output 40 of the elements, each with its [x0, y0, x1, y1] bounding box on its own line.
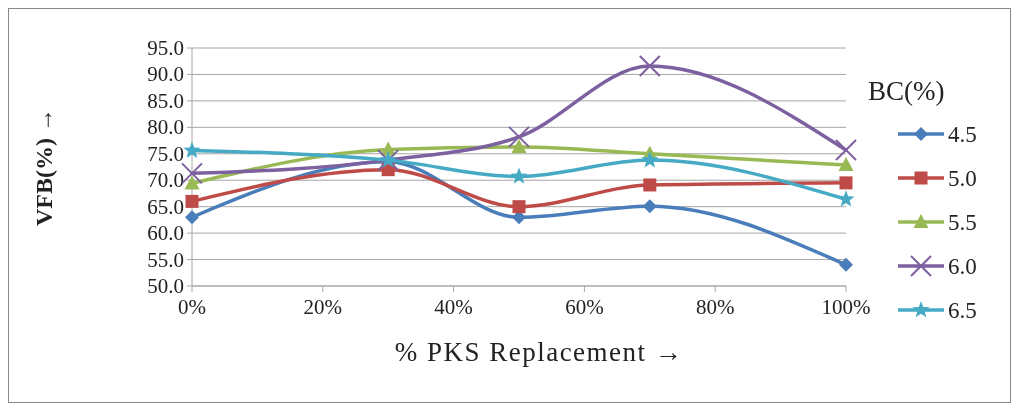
y-tick-label: 85.0 — [147, 88, 184, 113]
y-tick-label: 60.0 — [147, 221, 184, 246]
point — [638, 54, 661, 77]
x-tick-label: 40% — [434, 295, 473, 319]
legend-label: 6.5 — [948, 297, 977, 323]
legend-label: 4.5 — [948, 121, 977, 147]
legend-label: 5.5 — [948, 209, 977, 235]
y-tick-label: 50.0 — [147, 274, 184, 298]
x-tick-label: 80% — [695, 295, 735, 319]
y-tick-label: 95.0 — [147, 36, 184, 60]
legend-label: 5.0 — [948, 165, 977, 191]
point — [839, 176, 853, 190]
x-tick-label: 100% — [821, 295, 871, 319]
point — [642, 199, 657, 214]
y-tick-label: 55.0 — [147, 247, 184, 272]
point — [508, 125, 530, 148]
y-tick-label: 75.0 — [147, 141, 184, 166]
y-tick-label: 65.0 — [147, 194, 184, 219]
point — [185, 194, 199, 208]
y-tick-label: 80.0 — [147, 115, 184, 140]
x-tick-label: 60% — [565, 295, 604, 319]
y-axis-title: VFB(%) → — [31, 108, 57, 226]
legend-label: 6.0 — [948, 253, 977, 279]
point — [835, 139, 857, 162]
legend-title: BC(%) — [868, 76, 945, 106]
point — [839, 257, 853, 272]
y-tick-label: 70.0 — [147, 168, 184, 193]
point — [185, 210, 199, 225]
x-tick-label: 20% — [303, 295, 343, 319]
point — [510, 167, 528, 184]
point — [838, 156, 854, 171]
point — [512, 200, 526, 214]
y-tick-label: 90.0 — [147, 62, 184, 87]
point — [183, 141, 201, 158]
point — [643, 178, 657, 192]
point — [641, 151, 659, 168]
x-tick-label: 0% — [178, 295, 206, 319]
x-axis-title: % PKS Replacement → — [394, 337, 684, 367]
point — [184, 175, 200, 190]
point — [511, 138, 527, 153]
